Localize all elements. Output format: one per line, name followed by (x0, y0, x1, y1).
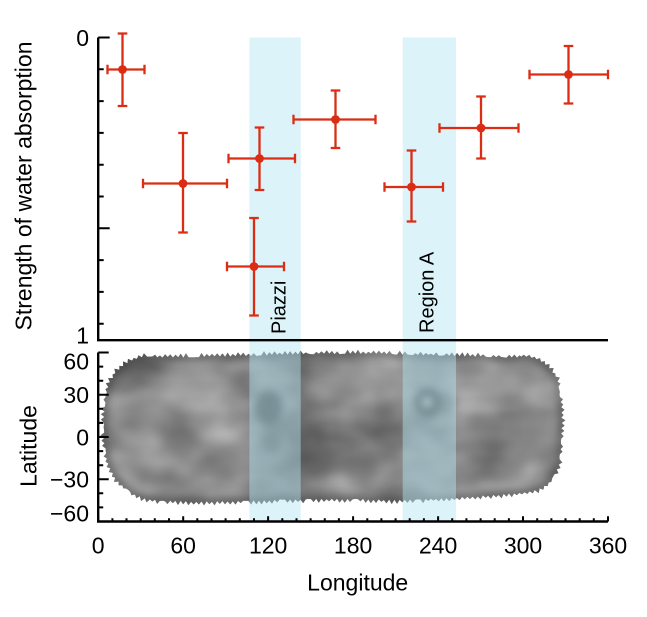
svg-text:1: 1 (76, 323, 89, 349)
svg-text:Strength of water absorption: Strength of water absorption (11, 42, 37, 331)
svg-text:0: 0 (76, 424, 89, 450)
svg-text:240: 240 (419, 533, 457, 559)
svg-text:120: 120 (249, 533, 287, 559)
svg-text:180: 180 (334, 533, 372, 559)
svg-text:60: 60 (63, 349, 89, 375)
svg-text:Region A: Region A (417, 251, 439, 333)
svg-text:360: 360 (589, 533, 627, 559)
svg-text:Piazzi: Piazzi (269, 281, 291, 334)
svg-text:0: 0 (76, 25, 89, 51)
svg-text:0: 0 (92, 533, 105, 559)
svg-text:Latitude: Latitude (16, 405, 42, 487)
svg-text:60: 60 (170, 533, 196, 559)
svg-text:Longitude: Longitude (307, 570, 408, 596)
svg-text:30: 30 (63, 382, 89, 408)
svg-text:−30: −30 (50, 467, 89, 493)
svg-text:300: 300 (504, 533, 542, 559)
svg-text:−60: −60 (50, 500, 89, 526)
